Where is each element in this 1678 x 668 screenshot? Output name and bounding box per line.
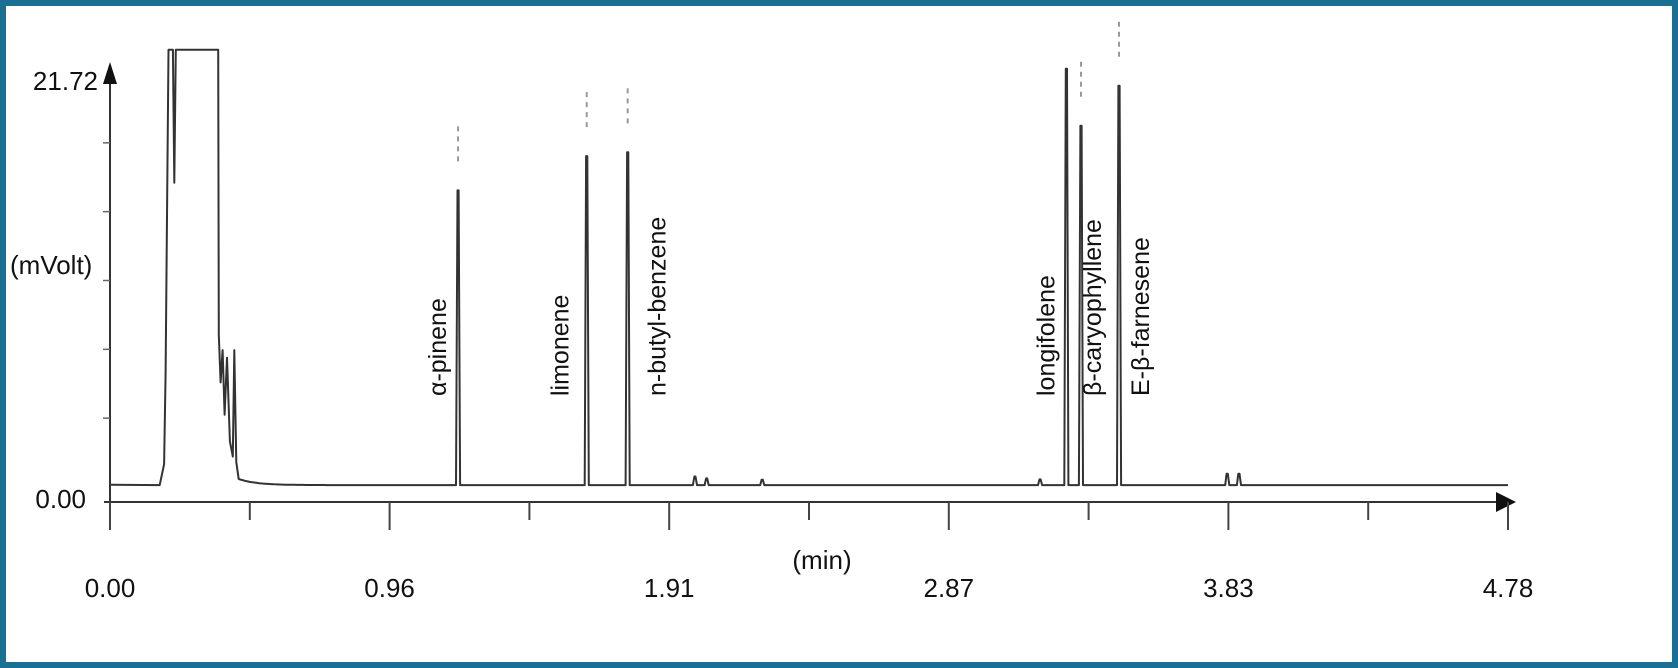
peak-label: E-β-farnesene — [1127, 237, 1155, 396]
x-tick-label: 3.83 — [1203, 573, 1254, 603]
x-axis-title: (min) — [792, 545, 851, 575]
y-tick-labels: 21.72 0.00 — [33, 66, 98, 514]
y-tick-label: 21.72 — [33, 66, 98, 96]
x-tick-label: 2.87 — [923, 573, 974, 603]
axes — [103, 62, 1516, 512]
x-tick-label: 0.00 — [85, 573, 136, 603]
peak-label: n-butyl-benzene — [644, 217, 672, 396]
x-ticks — [109, 502, 1509, 530]
peak-label: limonene — [547, 295, 575, 396]
y-tick-label: 0.00 — [35, 484, 86, 514]
x-tick-labels: 0.00 0.96 1.91 2.87 3.83 4.78 — [85, 573, 1534, 603]
chromatogram-chart: 0.00 0.96 1.91 2.87 3.83 4.78 21.72 0.00 (min)… — [10, 21, 1534, 603]
peak-labels: α-pinene limonene n-butyl-benzene longifole… — [424, 217, 1155, 396]
peak-label: longifolene — [1032, 275, 1060, 396]
chromatogram-trace — [109, 48, 1508, 487]
y-axis-title: (mVolt) — [10, 250, 92, 280]
y-minor-ticks — [103, 142, 110, 419]
peak-label: β-caryophyllene — [1079, 219, 1107, 396]
x-tick-label: 4.78 — [1483, 573, 1534, 603]
peak-markers — [457, 21, 1121, 165]
x-tick-label: 0.96 — [364, 573, 415, 603]
x-axis-arrow — [1496, 492, 1516, 512]
peak-label: α-pinene — [424, 298, 452, 396]
x-tick-label: 1.91 — [644, 573, 695, 603]
y-axis-arrow — [103, 62, 117, 84]
